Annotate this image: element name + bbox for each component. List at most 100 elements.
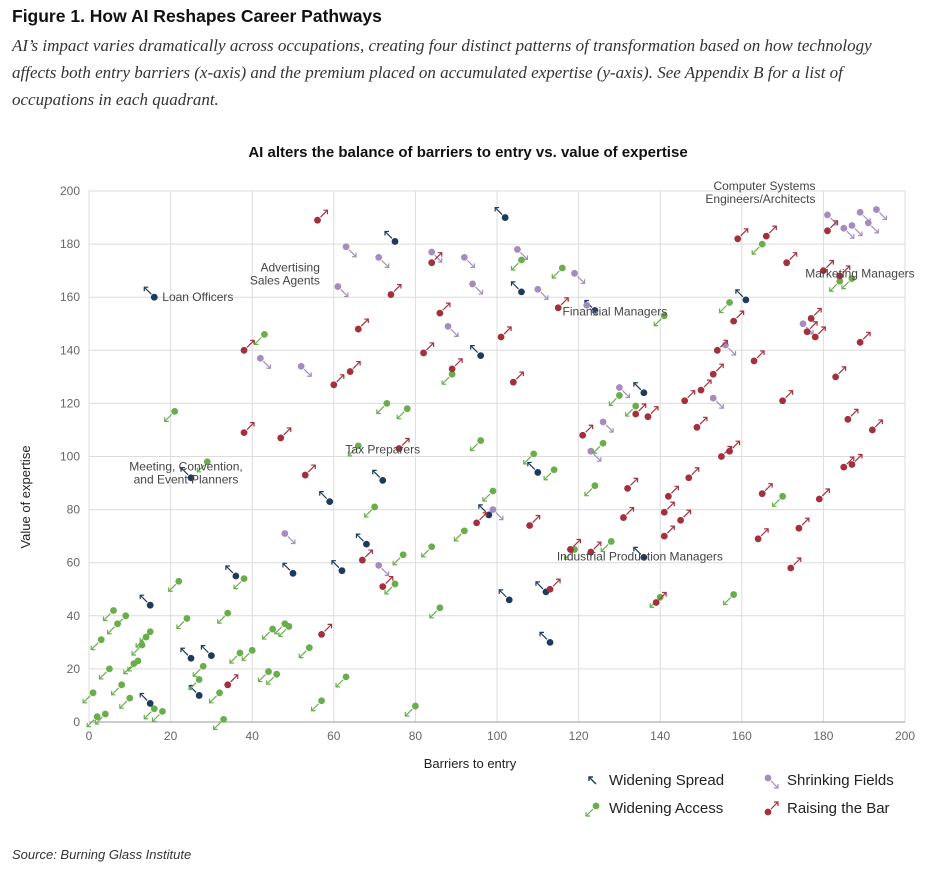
widening-access-point	[429, 604, 444, 619]
raising-the-bar-point	[783, 252, 798, 267]
arrow-up-left-icon	[588, 775, 597, 784]
raising-the-bar-point	[693, 416, 708, 431]
widening-access-point	[718, 299, 733, 314]
raising-the-bar-point	[620, 506, 635, 521]
annotation-label: Computer Systems Engineers/Architects	[705, 179, 815, 206]
widening-access-point	[600, 538, 615, 553]
y-tick-label: 60	[67, 556, 81, 570]
shrinking-fields-point	[583, 301, 598, 316]
y-tick-label: 40	[67, 609, 81, 623]
y-tick-label: 140	[60, 343, 80, 357]
shrinking-fields-point	[281, 530, 296, 545]
widening-access-point	[229, 649, 244, 664]
raising-the-bar-point	[815, 488, 830, 503]
widening-access-point	[262, 625, 276, 640]
widening-access-point	[164, 407, 179, 422]
y-tick-label: 180	[60, 237, 80, 251]
y-tick-label: 120	[60, 396, 80, 410]
shrinking-fields-point	[571, 269, 586, 284]
raising-the-bar-point	[844, 408, 859, 423]
figure-title: Figure 1. How AI Reshapes Career Pathway…	[12, 6, 382, 26]
x-tick-label: 140	[650, 729, 670, 743]
raising-the-bar-point	[811, 326, 826, 341]
widening-access-point	[111, 681, 126, 696]
raising-the-bar-point	[660, 525, 675, 540]
raising-the-bar-point	[803, 321, 818, 336]
raising-the-bar-point	[779, 390, 794, 405]
raising-the-bar-point	[685, 467, 700, 482]
shrinking-fields-point	[864, 219, 879, 234]
raising-the-bar-point	[428, 252, 443, 267]
x-tick-label: 60	[327, 729, 341, 743]
raising-the-bar-point	[587, 541, 602, 556]
shrinking-fields-point	[256, 354, 271, 369]
raising-the-bar-point	[734, 228, 749, 243]
raising-the-bar-point	[448, 358, 463, 373]
legend-item-widening-spread: Widening Spread	[585, 772, 724, 789]
widening-access-point	[523, 450, 538, 465]
widening-access-point	[298, 644, 313, 659]
raising-the-bar-point	[836, 265, 851, 280]
widening-spread-point	[282, 562, 297, 577]
legend-label: Raising the Bar	[787, 800, 890, 817]
widening-access-point	[751, 240, 766, 255]
raising-the-bar-point	[567, 538, 582, 553]
raising-the-bar-point	[660, 501, 675, 516]
widening-access-point	[453, 527, 468, 542]
widening-spread-point	[527, 461, 542, 476]
widening-spread-point	[633, 382, 648, 397]
y-tick-label: 80	[67, 503, 81, 517]
widening-spread-point	[200, 645, 215, 660]
widening-access-point	[208, 689, 223, 704]
raising-the-bar-point	[856, 331, 871, 346]
legend-item-raising-the-bar: Raising the Bar	[763, 800, 890, 817]
widening-spread-point	[143, 286, 158, 301]
raising-the-bar-point	[758, 483, 773, 498]
widening-access-point	[253, 330, 268, 345]
legend-label: Shrinking Fields	[787, 772, 894, 789]
legend-label: Widening Access	[609, 800, 724, 817]
widening-access-point	[392, 551, 407, 566]
widening-access-point	[241, 646, 256, 661]
y-tick-label: 20	[67, 662, 81, 676]
raising-the-bar-point	[240, 339, 255, 354]
x-axis-label: Barriers to entry	[424, 756, 517, 771]
axis-ticks: 0 20 40 60 80 100 120 140 160 180 200 0 20 40 60 80 100 1…	[60, 184, 915, 743]
widening-spread-point	[319, 491, 334, 506]
widening-access-point	[143, 705, 158, 720]
raising-the-bar-point	[664, 485, 679, 500]
raising-the-bar-point	[314, 209, 329, 224]
widening-access-point	[115, 612, 130, 627]
raising-the-bar-point	[681, 390, 696, 405]
raising-the-bar-point	[697, 379, 712, 394]
widening-access-point	[551, 264, 566, 279]
shrinking-fields-point	[375, 561, 390, 576]
chart-title: AI alters the balance of barriers to ent…	[248, 144, 688, 161]
legend-item-widening-access: Widening Access	[585, 800, 723, 817]
y-tick-label: 100	[60, 450, 80, 464]
widening-spread-point	[498, 589, 513, 604]
raising-the-bar-point	[497, 326, 512, 341]
widening-spread-point	[510, 281, 525, 296]
raising-the-bar-point	[632, 403, 647, 418]
raising-the-bar-point	[644, 406, 659, 421]
shrinking-fields-point	[873, 206, 888, 221]
shrinking-fields-point	[334, 283, 349, 298]
widening-access-point	[86, 713, 101, 728]
widening-access-point	[510, 256, 525, 271]
raising-the-bar-point	[277, 427, 292, 442]
shrinking-fields-point	[342, 243, 357, 258]
y-tick-label: 0	[73, 715, 80, 729]
widening-access-point	[90, 636, 105, 651]
widening-spread-point	[539, 631, 554, 646]
raising-the-bar-point	[824, 220, 839, 235]
shrinking-fields-point	[840, 224, 855, 239]
widening-access-point	[470, 437, 485, 452]
legend-mark	[764, 774, 779, 789]
widening-access-point	[584, 482, 599, 497]
widening-access-point	[335, 673, 350, 688]
widening-access-point	[482, 487, 497, 502]
raising-the-bar-point	[301, 464, 316, 479]
widening-spread-point	[139, 692, 154, 707]
